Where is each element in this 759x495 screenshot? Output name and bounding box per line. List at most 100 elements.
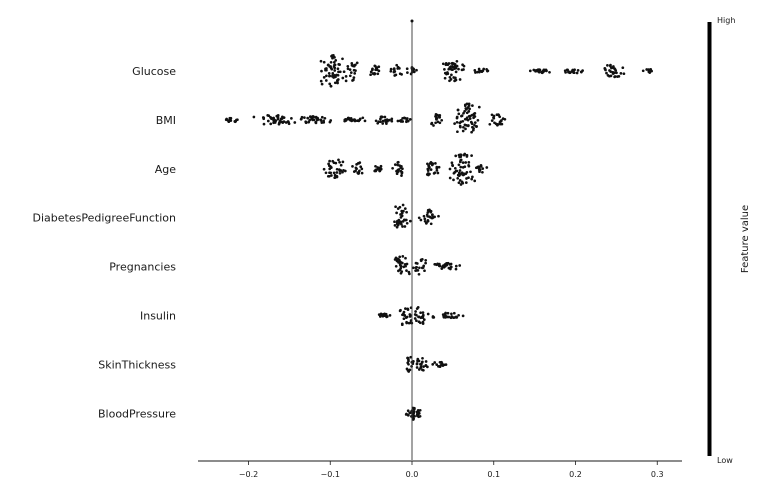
data-point [408, 368, 412, 372]
data-point [442, 314, 446, 318]
data-point [454, 70, 458, 74]
data-point [470, 154, 473, 157]
data-point [498, 122, 502, 126]
data-point [334, 59, 338, 62]
data-point [312, 115, 316, 119]
data-point [404, 316, 408, 319]
data-point [376, 166, 379, 169]
data-point [388, 314, 392, 317]
data-point [417, 415, 421, 419]
data-point [369, 70, 373, 74]
data-point [461, 181, 465, 185]
data-point [229, 116, 233, 120]
data-point [407, 362, 410, 366]
data-point [434, 115, 437, 118]
data-point [433, 361, 437, 364]
data-point [459, 120, 463, 124]
data-point [381, 119, 385, 123]
data-point [351, 79, 354, 82]
data-point [421, 356, 424, 360]
data-point [455, 120, 459, 124]
data-point [580, 70, 583, 74]
data-point [448, 263, 452, 266]
data-point [528, 69, 532, 73]
data-point [273, 119, 277, 122]
data-point [314, 120, 318, 124]
data-point [420, 266, 424, 270]
data-point [477, 67, 481, 71]
data-point [394, 73, 398, 77]
data-point [400, 323, 404, 327]
data-point [457, 67, 460, 71]
data-point [606, 64, 609, 67]
data-point [430, 122, 433, 126]
data-point [418, 266, 421, 270]
data-point [399, 264, 402, 267]
colorbar-low-label: Low [717, 456, 733, 465]
data-point [429, 160, 433, 164]
data-point [336, 67, 340, 71]
data-point [390, 119, 394, 123]
data-point [390, 117, 394, 121]
data-point [432, 316, 436, 319]
data-point [402, 218, 406, 222]
data-point [448, 176, 452, 180]
data-point [485, 166, 489, 169]
data-point [440, 118, 444, 122]
data-point [492, 114, 496, 118]
data-point [466, 118, 470, 122]
data-point [341, 160, 345, 164]
feature-label: Glucose [132, 65, 176, 78]
data-point [572, 71, 576, 75]
data-point [348, 68, 352, 71]
feature-label: SkinThickness [98, 358, 176, 371]
feature-row-points [393, 203, 440, 229]
data-point [329, 66, 333, 70]
colorbar-title: Feature value [740, 205, 751, 273]
data-point [405, 221, 409, 225]
data-point [386, 119, 389, 123]
feature-row-points [224, 102, 507, 134]
data-point [426, 219, 430, 222]
data-point [270, 117, 273, 121]
data-point [537, 68, 541, 71]
data-point [396, 65, 400, 69]
feature-label: Insulin [140, 310, 176, 323]
data-point [379, 167, 383, 171]
data-point [615, 71, 618, 75]
data-point [465, 124, 468, 127]
data-point [475, 125, 478, 129]
feature-row-points [404, 406, 422, 421]
data-point [233, 120, 237, 123]
data-point [399, 119, 403, 122]
data-point [450, 161, 454, 165]
data-point [422, 214, 426, 218]
data-point [328, 74, 332, 78]
data-point [417, 412, 421, 415]
data-point [400, 209, 404, 213]
data-point [420, 257, 424, 261]
data-point [351, 165, 354, 168]
data-point [447, 315, 451, 319]
data-point [332, 171, 336, 175]
data-point [394, 256, 398, 260]
data-point [421, 320, 425, 324]
data-point [293, 121, 297, 124]
data-point [415, 319, 418, 323]
data-point [421, 360, 424, 364]
data-point [355, 61, 359, 65]
data-point [358, 169, 361, 173]
data-point [415, 68, 418, 72]
data-point [605, 71, 608, 75]
colorbar: High Low Feature value [707, 16, 751, 465]
data-point [415, 269, 418, 272]
data-point [415, 307, 419, 310]
data-point [421, 313, 425, 317]
data-point [333, 69, 337, 72]
data-point [469, 170, 472, 174]
data-point [467, 163, 470, 167]
data-point [408, 118, 412, 121]
data-point [481, 170, 484, 174]
data-point [360, 171, 364, 175]
